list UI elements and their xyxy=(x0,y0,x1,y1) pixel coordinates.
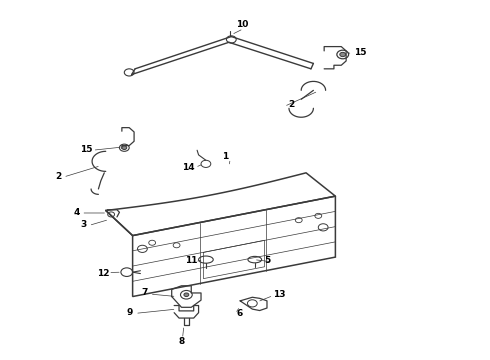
Circle shape xyxy=(122,146,127,149)
Text: 15: 15 xyxy=(354,48,366,57)
Text: 6: 6 xyxy=(237,309,243,318)
Circle shape xyxy=(184,293,189,297)
Circle shape xyxy=(340,52,345,57)
Text: 7: 7 xyxy=(142,288,148,297)
Text: 1: 1 xyxy=(222,152,228,161)
Text: 14: 14 xyxy=(182,163,195,172)
Text: 3: 3 xyxy=(81,220,87,229)
Text: 12: 12 xyxy=(97,269,110,278)
Text: 2: 2 xyxy=(288,100,294,109)
Text: 8: 8 xyxy=(178,337,185,346)
Text: 10: 10 xyxy=(236,19,249,28)
Text: 15: 15 xyxy=(80,145,93,154)
Text: 11: 11 xyxy=(185,256,197,265)
Text: 13: 13 xyxy=(273,290,286,299)
Text: 4: 4 xyxy=(73,208,79,217)
Text: 9: 9 xyxy=(127,308,133,317)
Text: 2: 2 xyxy=(55,172,61,181)
Text: 5: 5 xyxy=(264,256,270,265)
